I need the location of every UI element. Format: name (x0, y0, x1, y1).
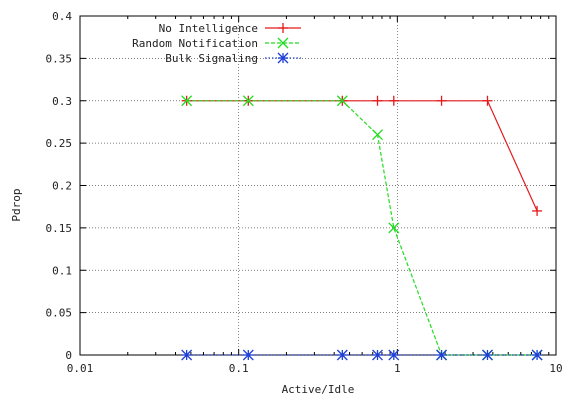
legend-label: Random Notification (132, 37, 258, 50)
data-point (242, 349, 254, 361)
data-point (336, 349, 348, 361)
grid-lines (80, 16, 556, 355)
legend-entry: Bulk Signaling (165, 52, 301, 65)
x-tick-label: 0.01 (67, 362, 94, 375)
data-point (336, 95, 348, 107)
series-line (186, 100, 538, 212)
data-point (436, 95, 447, 106)
y-tick-label: 0 (65, 349, 72, 362)
data-point (388, 222, 400, 234)
data-point (388, 95, 399, 106)
data-point (181, 349, 193, 361)
data-point (242, 95, 254, 107)
legend-marker (277, 52, 289, 64)
plot-series (181, 95, 543, 361)
legend-label: No Intelligence (159, 22, 258, 35)
y-tick-label: 0.4 (52, 10, 72, 23)
legend: No Intelligence Random Notification Bulk S… (132, 22, 301, 65)
y-tick-label: 0.05 (46, 307, 73, 320)
x-tick-label: 1 (394, 362, 401, 375)
legend-entry: Random Notification (132, 37, 301, 50)
data-point (531, 349, 543, 361)
legend-marker (277, 37, 289, 49)
x-tick-label: 0.1 (229, 362, 249, 375)
data-point (372, 95, 383, 106)
data-point (372, 129, 383, 141)
legend-marker (278, 23, 288, 33)
data-point (482, 95, 493, 106)
plot-frame (79, 15, 557, 356)
y-tick-label: 0.3 (52, 95, 72, 108)
y-tick-label: 0.2 (52, 180, 72, 193)
y-tick-label: 0.1 (52, 264, 72, 277)
data-point (482, 349, 493, 361)
axes: 0 0.05 0.1 0.15 0.2 0.25 0.3 0.35 0.4 0.01 0.1 1 10 (46, 10, 563, 375)
y-tick-label: 0.25 (46, 137, 73, 150)
x-tick-label: 10 (549, 362, 562, 375)
data-point (388, 349, 400, 361)
data-point (532, 205, 543, 216)
legend-entry: No Intelligence (159, 22, 301, 35)
series-no-intelligence (181, 95, 543, 216)
y-tick-label: 0.35 (46, 52, 73, 65)
data-point (181, 95, 193, 107)
series-bulk-signaling (181, 349, 543, 361)
data-point (436, 349, 448, 361)
y-tick-label: 0.15 (46, 222, 73, 235)
data-point (372, 349, 383, 361)
x-axis-label: Active/Idle (282, 383, 355, 396)
y-axis-label: Pdrop (10, 188, 23, 221)
legend-label: Bulk Signaling (165, 52, 258, 65)
